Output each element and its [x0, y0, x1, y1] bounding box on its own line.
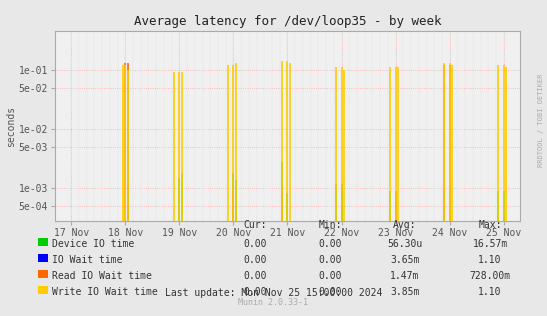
Text: 3.65m: 3.65m	[391, 255, 420, 265]
Text: Read IO Wait time: Read IO Wait time	[52, 271, 152, 281]
Text: 0.00: 0.00	[243, 255, 267, 265]
Text: Write IO Wait time: Write IO Wait time	[52, 287, 158, 297]
Text: 1.10: 1.10	[478, 287, 502, 297]
Text: 56.30u: 56.30u	[387, 239, 423, 249]
Title: Average latency for /dev/loop35 - by week: Average latency for /dev/loop35 - by wee…	[134, 15, 441, 28]
Text: 1.10: 1.10	[478, 255, 502, 265]
Text: 0.00: 0.00	[243, 239, 267, 249]
Text: Device IO time: Device IO time	[52, 239, 134, 249]
Text: Avg:: Avg:	[393, 220, 417, 230]
Text: 0.00: 0.00	[318, 255, 342, 265]
Text: Last update: Mon Nov 25 15:00:00 2024: Last update: Mon Nov 25 15:00:00 2024	[165, 288, 382, 298]
Text: 1.47m: 1.47m	[391, 271, 420, 281]
Text: 0.00: 0.00	[318, 271, 342, 281]
Text: Munin 2.0.33-1: Munin 2.0.33-1	[238, 298, 309, 307]
Text: 0.00: 0.00	[318, 287, 342, 297]
Text: 0.00: 0.00	[243, 271, 267, 281]
Text: RRDTOOL / TOBI OETIKER: RRDTOOL / TOBI OETIKER	[538, 73, 544, 167]
Text: Max:: Max:	[478, 220, 502, 230]
Y-axis label: seconds: seconds	[6, 106, 16, 147]
Text: 0.00: 0.00	[243, 287, 267, 297]
Text: 3.85m: 3.85m	[391, 287, 420, 297]
Text: 0.00: 0.00	[318, 239, 342, 249]
Text: IO Wait time: IO Wait time	[52, 255, 123, 265]
Text: 16.57m: 16.57m	[473, 239, 508, 249]
Text: 728.00m: 728.00m	[469, 271, 510, 281]
Text: Cur:: Cur:	[243, 220, 267, 230]
Text: Min:: Min:	[318, 220, 342, 230]
